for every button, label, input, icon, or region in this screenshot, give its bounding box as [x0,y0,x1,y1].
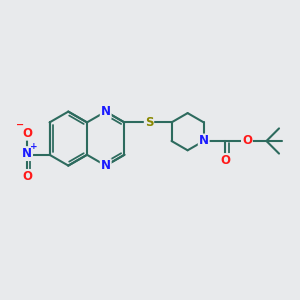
Text: N: N [101,105,111,118]
Text: O: O [22,170,32,183]
Text: S: S [145,116,153,129]
Text: +: + [30,142,38,151]
Text: O: O [242,134,252,148]
Text: O: O [220,154,230,167]
Text: O: O [22,127,32,140]
Text: N: N [22,147,32,160]
Text: −: − [16,120,25,130]
Text: N: N [199,134,209,148]
Text: N: N [101,159,111,172]
